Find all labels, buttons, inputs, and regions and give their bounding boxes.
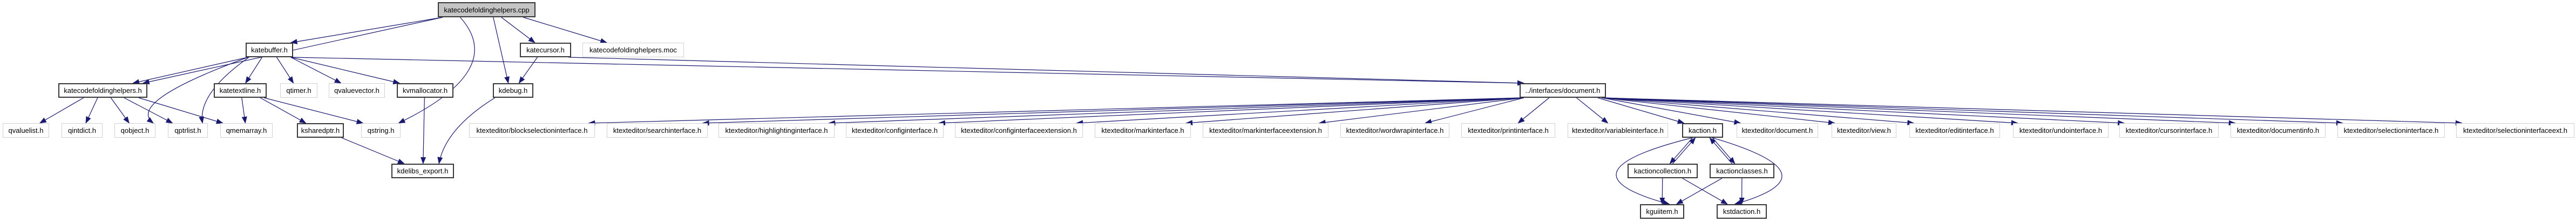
include-edge-ksharedptr-to-kdelibsexport bbox=[341, 137, 405, 164]
graph-node-undoint: ktexteditor/undointerface.h bbox=[2013, 123, 2109, 138]
graph-node-qintdict: qintdict.h bbox=[62, 123, 103, 138]
graph-node-editint: ktexteditor/editinterface.h bbox=[1909, 123, 2000, 138]
include-edge-document-to-markext bbox=[1318, 97, 1524, 125]
graph-node-kaction[interactable]: kaction.h bbox=[1682, 123, 1723, 138]
include-edge-document-to-blocksel bbox=[588, 97, 1524, 126]
include-edge-katecursor-to-kdebug bbox=[518, 57, 538, 84]
include-edge-root-to-moc bbox=[523, 17, 608, 44]
include-edge-katecursor-to-document bbox=[568, 57, 1524, 86]
graph-node-kvmallocator[interactable]: kvmallocator.h bbox=[397, 83, 453, 98]
graph-node-markext: ktexteditor/markinterfaceextension.h bbox=[1203, 123, 1328, 138]
graph-node-search: ktexteditor/searchinterface.h bbox=[607, 123, 708, 138]
include-edge-document-to-editint bbox=[1601, 97, 1915, 126]
graph-node-katecursor[interactable]: katecursor.h bbox=[520, 43, 571, 57]
include-edge-kaction-to-kactionclasses bbox=[1712, 137, 1736, 164]
graph-node-document[interactable]: ../interfaces/document.h bbox=[1520, 83, 1606, 98]
include-edge-document-to-docinfo bbox=[1601, 97, 2236, 126]
graph-node-qptrlist: qptrlist.h bbox=[168, 123, 208, 138]
include-edge-kcfh-to-qvaluelist bbox=[39, 97, 84, 124]
graph-node-docinfo: ktexteditor/documentinfo.h bbox=[2231, 123, 2326, 138]
graph-node-qobject: qobject.h bbox=[114, 123, 155, 138]
include-edge-kaction-to-kstdaction bbox=[1712, 137, 1782, 205]
include-edge-document-to-ktedoc bbox=[1601, 97, 1741, 125]
graph-node-configext: ktexteditor/configinterfaceextension.h bbox=[955, 123, 1083, 138]
include-edge-root-to-kdebug bbox=[493, 17, 510, 84]
include-edge-document-to-configext bbox=[1076, 97, 1524, 126]
graph-node-highlight: ktexteditor/highlightinginterface.h bbox=[718, 123, 835, 138]
graph-node-qtimer: qtimer.h bbox=[280, 83, 317, 98]
graph-node-katetextline[interactable]: katetextline.h bbox=[214, 83, 267, 98]
graph-node-selint: ktexteditor/selectioninterface.h bbox=[2337, 123, 2445, 138]
include-edge-root-to-katecursor bbox=[501, 17, 535, 43]
graph-node-mark: ktexteditor/markinterface.h bbox=[1095, 123, 1191, 138]
include-edge-document-to-highlight bbox=[828, 97, 1524, 126]
include-edge-kvmallocator-to-kdelibsexport bbox=[421, 97, 426, 164]
graph-node-qvaluevector: qvaluevector.h bbox=[329, 83, 385, 98]
include-edge-document-to-undoint bbox=[1601, 97, 2018, 126]
include-edge-katebuffer-to-qtimer bbox=[276, 57, 294, 84]
include-edge-kcfh-to-qobject bbox=[110, 97, 130, 124]
include-edge-katebuffer-to-kcfh bbox=[132, 57, 248, 85]
include-edge-katebuffer-to-katetextline bbox=[245, 57, 263, 84]
edges-group bbox=[39, 17, 2463, 205]
graph-node-variable: ktexteditor/variableinterface.h bbox=[1568, 123, 1668, 138]
include-edge-katebuffer-to-document bbox=[290, 57, 1524, 86]
graph-node-root: katecodefoldinghelpers.cpp bbox=[438, 2, 535, 17]
graph-node-kdebug[interactable]: kdebug.h bbox=[493, 83, 533, 98]
include-edge-document-to-variable bbox=[1576, 97, 1609, 124]
graph-node-wordwrap: ktexteditor/wordwrapinterface.h bbox=[1340, 123, 1449, 138]
include-edge-katebuffer-to-qptrlist bbox=[199, 57, 249, 124]
include-edge-kaction-to-kactioncollection bbox=[1669, 137, 1693, 164]
graph-node-selintext: ktexteditor/selectioninterfaceext.h bbox=[2456, 123, 2574, 138]
graph-node-katebuffer[interactable]: katebuffer.h bbox=[246, 43, 293, 57]
include-edge-document-to-print bbox=[1517, 97, 1550, 124]
include-edge-kaction-to-kguiitem bbox=[1616, 137, 1693, 205]
graph-node-ksharedptr[interactable]: ksharedptr.h bbox=[297, 123, 344, 138]
graph-node-qstring: qstring.h bbox=[361, 123, 401, 138]
include-edge-katebuffer-to-qobject bbox=[146, 57, 248, 124]
graph-node-kdelibsexport[interactable]: kdelibs_export.h bbox=[391, 164, 454, 178]
graph-node-moc: katecodefoldinghelpers.moc bbox=[582, 43, 684, 57]
graph-node-ktedoc: ktexteditor/document.h bbox=[1737, 123, 1818, 138]
graph-node-print: ktexteditor/printinterface.h bbox=[1461, 123, 1555, 138]
include-edge-kactionclasses-to-kguiitem bbox=[1676, 178, 1723, 205]
graph-node-kcfh[interactable]: katecodefoldinghelpers.h bbox=[58, 83, 147, 98]
include-edge-kdebug-to-kdelibsexport bbox=[437, 97, 496, 164]
include-edge-document-to-search bbox=[702, 97, 1524, 126]
graph-node-blocksel: ktexteditor/blockselectioninterface.h bbox=[469, 123, 595, 138]
graph-node-qvaluelist: qvaluelist.h bbox=[3, 123, 49, 138]
include-edge-kactionclasses-to-kaction bbox=[1709, 137, 1733, 164]
include-edge-root-to-qstring bbox=[398, 17, 475, 124]
include-edge-document-to-kaction bbox=[1597, 97, 1685, 124]
graph-node-kguiitem[interactable]: kguiitem.h bbox=[1640, 204, 1684, 219]
include-edge-katetextline-to-qmemarray bbox=[241, 97, 247, 124]
include-edge-katetextline-to-qstring bbox=[263, 97, 364, 124]
include-edge-document-to-selint bbox=[1601, 97, 2343, 126]
graph-node-config: ktexteditor/configinterface.h bbox=[846, 123, 944, 138]
graph-node-kactioncollection[interactable]: kactioncollection.h bbox=[1628, 164, 1698, 178]
include-edge-katetextline-to-ksharedptr bbox=[260, 97, 307, 124]
include-edge-kcfh-to-qptrlist bbox=[124, 97, 173, 124]
graph-node-kstdaction[interactable]: kstdaction.h bbox=[1717, 204, 1767, 219]
graph-node-qmemarray: qmemarray.h bbox=[220, 123, 273, 138]
include-edge-kactioncollection-to-kguiitem bbox=[1659, 178, 1665, 205]
include-edge-kactioncollection-to-kstdaction bbox=[1682, 178, 1728, 205]
include-edge-document-to-wordwrap bbox=[1425, 97, 1524, 124]
include-edge-document-to-config bbox=[938, 97, 1524, 126]
include-edge-document-to-kteview bbox=[1601, 97, 1835, 125]
include-edge-document-to-mark bbox=[1185, 97, 1524, 126]
include-edge-katebuffer-to-kvmallocator bbox=[290, 57, 401, 85]
include-edge-document-to-cursorint bbox=[1601, 97, 2125, 126]
graph-node-kactionclasses[interactable]: kactionclasses.h bbox=[1710, 164, 1774, 178]
include-edge-kcfh-to-qintdict bbox=[85, 97, 98, 124]
graph-node-cursorint: ktexteditor/cursorinterface.h bbox=[2119, 123, 2219, 138]
include-edge-document-to-selintext bbox=[1601, 97, 2463, 126]
include-edge-kactioncollection-to-kaction bbox=[1672, 137, 1696, 164]
graph-node-kteview: ktexteditor/view.h bbox=[1832, 123, 1896, 138]
include-edge-katebuffer-to-qvaluevector bbox=[290, 57, 342, 84]
include-edge-kcfh-to-qmemarray bbox=[138, 97, 223, 124]
include-edge-root-to-katebuffer bbox=[290, 17, 443, 44]
